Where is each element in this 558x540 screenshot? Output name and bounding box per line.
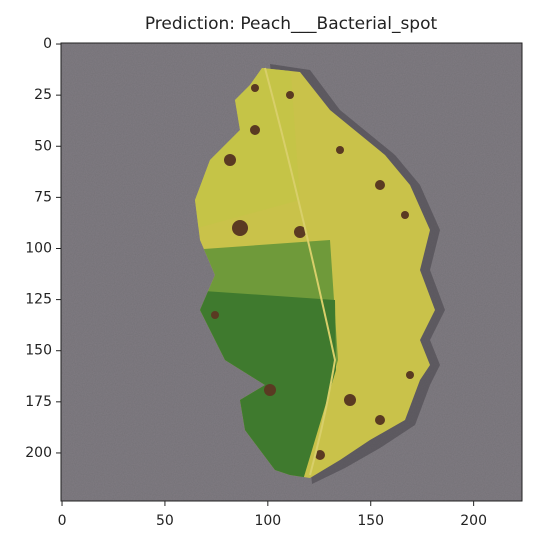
y-tick-label: 175 <box>25 394 52 410</box>
x-tick-label: 150 <box>357 513 384 529</box>
x-tick-label: 100 <box>254 513 281 529</box>
x-tick-label: 200 <box>460 513 487 529</box>
y-tick-label: 200 <box>25 445 52 461</box>
x-tick-label: 0 <box>58 513 67 529</box>
y-tick-label: 125 <box>25 292 52 308</box>
y-tick-label: 0 <box>43 36 52 52</box>
image <box>61 43 522 501</box>
y-tick-label: 50 <box>34 138 52 154</box>
chart-title: Prediction: Peach___Bacterial_spot <box>145 14 438 34</box>
y-tick-label: 75 <box>34 189 52 205</box>
x-tick-label: 50 <box>156 513 174 529</box>
axes-frame <box>60 42 523 502</box>
y-tick-label: 150 <box>25 343 52 359</box>
y-tick-label: 100 <box>25 240 52 256</box>
y-tick-label: 25 <box>34 87 52 103</box>
